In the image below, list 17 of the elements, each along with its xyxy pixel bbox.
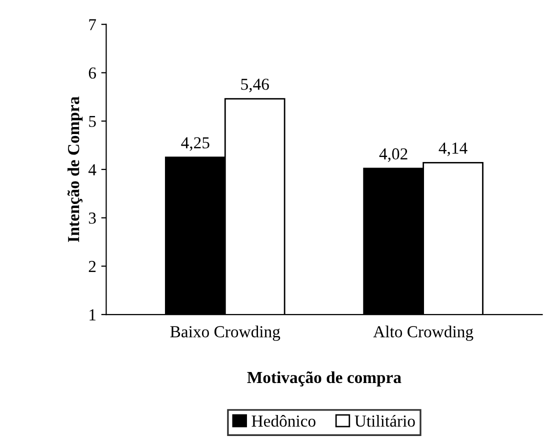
data-label: 4,25 xyxy=(181,137,210,151)
legend-label: Hedônico xyxy=(252,414,316,427)
data-label: 5,46 xyxy=(241,78,269,92)
legend-label: Utilitário xyxy=(354,414,415,427)
data-label: 4,02 xyxy=(379,148,408,162)
y-tick-label: 3 xyxy=(88,212,96,224)
y-tick-label: 4 xyxy=(88,164,96,176)
x-tick-label: Alto Crowding xyxy=(373,326,474,341)
y-tick-label: 6 xyxy=(88,67,96,79)
x-axis-title: Motivação de compra xyxy=(247,371,402,387)
data-label: 4,14 xyxy=(438,142,468,156)
y-tick-label: 5 xyxy=(89,116,96,128)
y-axis-title: Intenção de Compra xyxy=(67,96,83,242)
y-tick-label: 1 xyxy=(90,309,96,320)
y-tick-label: 2 xyxy=(88,260,96,272)
y-tick-label: 7 xyxy=(89,19,96,30)
x-tick-label: Baixo Crowding xyxy=(170,326,280,341)
